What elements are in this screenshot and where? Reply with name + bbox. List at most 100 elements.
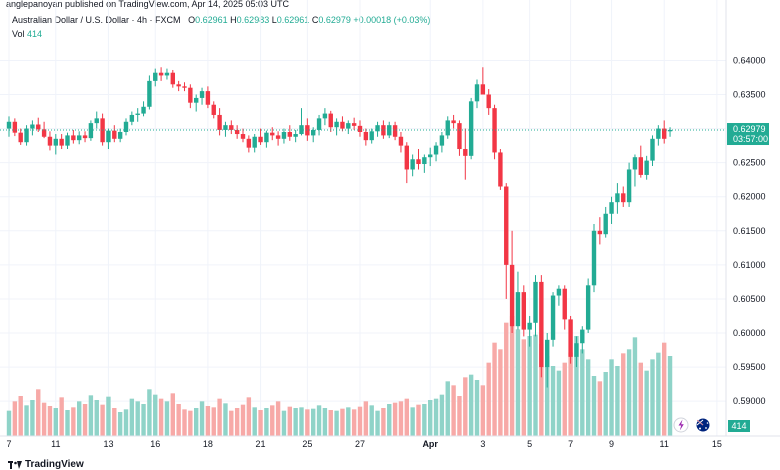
close-label: C [311,15,319,25]
candle-body [504,186,509,265]
candle [112,125,117,143]
volume-bar [638,362,643,436]
volume-bar [88,395,94,436]
candle-body [527,322,532,330]
volume-bar [82,404,88,436]
volume-bar [562,362,567,436]
candle [568,315,573,364]
candle-body [468,101,474,156]
time-tick-label: 5 [527,439,532,449]
candle [626,162,632,207]
volume-bar [474,380,480,436]
volume-bar [305,409,310,436]
time-tick-label: 7 [568,439,573,449]
volume-bar [591,376,597,436]
open-label: O [188,15,196,25]
volume-bar [585,359,591,436]
candle-body [112,130,117,139]
candle-body [6,121,12,129]
volume-bar [521,339,526,436]
last-price-value: 0.62979 [733,124,766,134]
candle-body [375,125,380,132]
candle-body [305,125,310,136]
candle [439,131,445,153]
candle-body [147,80,152,107]
price-axis[interactable]: 0.640000.635000.630000.625000.620000.615… [733,55,766,406]
volume-bar [129,398,135,436]
candle [229,120,234,135]
candle [47,131,53,151]
volume-bar [264,408,269,436]
time-axis[interactable]: 7 11 13 16 18 21 25 27 Apr 3 5 7 9 11 15 [6,439,721,449]
footer-brand[interactable]: TradingView [8,459,84,470]
volume-bar [194,408,199,436]
candle [65,132,70,150]
flash-icon[interactable] [673,417,689,433]
candle-body [521,292,526,330]
volume-bar [626,349,632,436]
volume-bar [463,377,468,436]
candle [147,75,152,110]
volume-bar [94,400,99,436]
candle [36,117,41,132]
candle-body [404,145,409,170]
volume-bar [322,408,328,436]
volume-value: 414 [27,29,43,39]
candle-body [246,138,252,148]
volume-bar [404,398,409,436]
australia-flag-icon[interactable] [695,417,711,433]
candle-body [568,319,573,357]
candle [515,271,521,330]
candle-body [270,132,275,136]
candle-body [363,131,369,141]
symbol-name[interactable]: Australian Dollar / U.S. Dollar · 4h · F… [12,15,181,25]
volume-bar [433,398,439,436]
volume-bar [656,352,661,436]
volume-bar [550,366,556,436]
candle-body [662,128,667,139]
candle [24,125,29,146]
volume-bar [644,370,649,436]
candle-body [77,135,82,141]
volume-bar [106,396,111,436]
candle-body [264,132,269,143]
candle-body [463,149,468,156]
volume-bar [223,403,228,436]
candle-body [392,125,398,137]
candle-body [82,135,88,139]
volume-bar [77,401,82,436]
volume-bar [621,353,626,436]
candle-body [498,152,503,187]
volume-bar [328,410,333,436]
volume-label[interactable]: Vol [12,29,25,39]
low-value: 0.62961 [276,15,310,25]
candle-body [626,169,632,203]
candle-body [451,120,456,124]
candle [398,131,404,153]
candle-body [650,138,655,161]
candle [451,114,456,129]
price-tick-label: 0.61500 [733,226,766,236]
volume-bar [568,352,573,436]
candle [164,68,170,80]
candle-body [88,123,94,139]
candle [480,67,486,95]
candle [457,120,462,156]
candle-body [281,131,287,139]
volume-bar [480,385,486,436]
candle [468,97,474,160]
candle-body [47,136,53,146]
candle-body [293,134,298,137]
candle [667,127,673,137]
candle [463,128,468,180]
volume-bar [509,316,515,436]
candle [545,333,550,388]
volume-bar [410,407,415,436]
high-label: H [230,15,237,25]
volume-bar [41,402,47,436]
volume-bar [53,408,58,436]
volume-bar [12,401,18,436]
volume-bar [375,410,380,436]
candle-body [410,159,415,170]
